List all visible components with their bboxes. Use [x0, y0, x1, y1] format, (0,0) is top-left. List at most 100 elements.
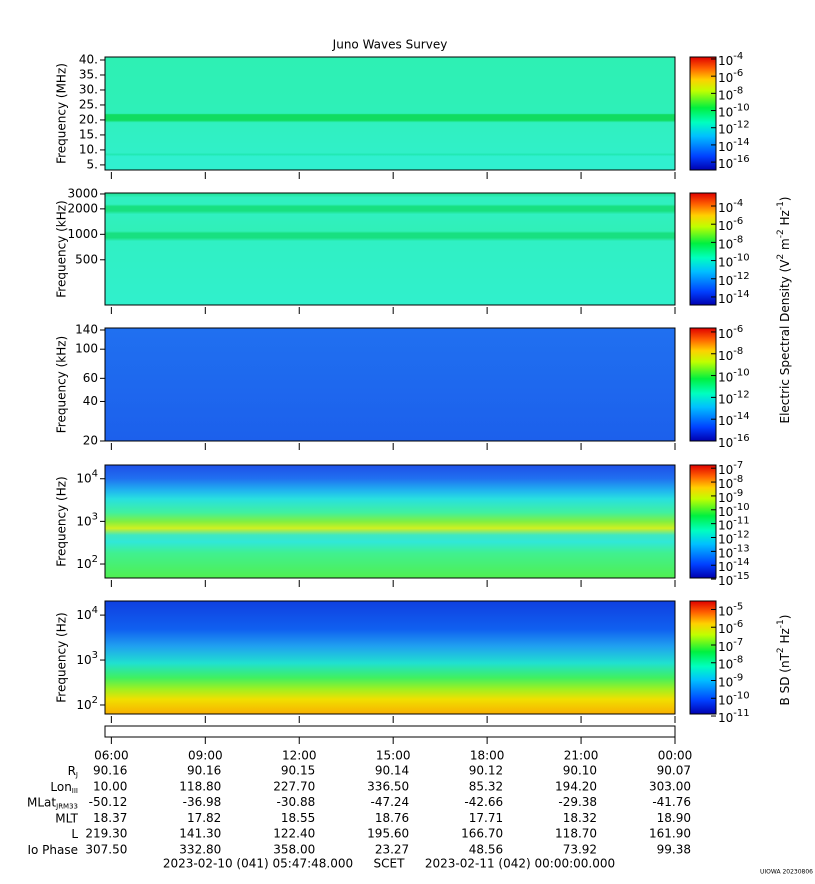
colorbar-tick-label-base: 10	[718, 105, 733, 119]
spectrogram	[105, 57, 675, 170]
colorbar-tick-label: 10-12	[718, 389, 750, 406]
colorbar-tick-label-exponent: -14	[733, 289, 749, 300]
y-tick-label: 104	[76, 605, 98, 622]
y-tick-label: 1000	[67, 227, 98, 241]
ephemeris-value: 17.82	[187, 811, 221, 825]
colorbar-tick-label-base: 10	[718, 560, 733, 574]
ephemeris-value: -36.98	[183, 795, 222, 809]
colorbar-tick-label-exponent: -16	[733, 433, 749, 444]
ephemeris-value: 166.70	[461, 827, 503, 841]
colorbar-tick-label-exponent: -10	[733, 690, 749, 701]
superscript: -2	[776, 229, 786, 238]
ephemeris-value: -50.12	[89, 795, 128, 809]
y-tick-label: 3000	[67, 186, 98, 200]
y-tick-label: 140	[75, 323, 98, 337]
x-tick-label: 06:00	[94, 749, 129, 763]
colorbar-tick-label: 10-4	[718, 198, 743, 215]
ephemeris-value: 194.20	[555, 779, 597, 793]
x-tick-label: 21:00	[564, 749, 599, 763]
colorbar-tick-label-base: 10	[718, 348, 733, 362]
colorbar-tick-label-exponent: -4	[733, 198, 743, 209]
ephemeris-label: Io Phase	[27, 843, 78, 857]
colorbar-tick-label-exponent: -5	[733, 601, 743, 612]
colorbar-tick-label-base: 10	[718, 463, 733, 477]
colorbar-tick-label-base: 10	[718, 675, 733, 689]
text: m	[778, 238, 792, 254]
y-tick-label: 10.	[79, 142, 98, 156]
ephemeris-label-base: Lon	[50, 779, 71, 793]
colorbar-tick-label-exponent: -10	[733, 502, 749, 513]
superscript: -1	[776, 201, 786, 210]
colorbar-tick-label-exponent: -9	[733, 673, 743, 684]
colorbar-tick-label-base: 10	[718, 546, 733, 560]
footer-axis: SCET	[374, 857, 406, 871]
colorbar-tick-label: 10-6	[718, 68, 743, 85]
y-tick-label: 20.	[79, 112, 98, 126]
colorbar-tick-label: 10-10	[718, 253, 750, 270]
ephemeris-value: 99.38	[657, 843, 691, 857]
colorbar-tick-label-base: 10	[718, 237, 733, 251]
y-tick-label: 500	[75, 252, 98, 266]
colorbar-tick-label: 10-10	[718, 690, 750, 707]
colorbar-tick-label-base: 10	[718, 693, 733, 707]
ephemeris-value: 122.40	[273, 827, 315, 841]
colorbar-tick-label: 10-4	[718, 51, 743, 67]
colorbar-tick-label-exponent: -4	[733, 51, 743, 62]
y-tick-label: 5.	[87, 157, 98, 171]
ephemeris-value: 18.55	[281, 811, 315, 825]
x-tick-label: 18:00	[470, 749, 505, 763]
text: B SD (nT	[778, 652, 792, 705]
colorbar-tick-label-base: 10	[718, 53, 733, 67]
colorbar-tick-label-base: 10	[718, 518, 733, 532]
colorbar-tick-label-base: 10	[718, 273, 733, 287]
y-tick-label-exponent: 4	[92, 469, 98, 480]
colorbar-tick-label: 10-6	[718, 619, 743, 636]
colorbar-tick-label: 10-8	[718, 346, 743, 363]
colorbar-tick-label-exponent: -8	[733, 655, 743, 666]
ephemeris-value: 303.00	[649, 779, 691, 793]
ephemeris-value: -42.66	[464, 795, 503, 809]
y-axis-label: Frequency (kHz)	[55, 336, 69, 433]
colorbar-tick-label: 10-13	[718, 543, 750, 560]
colorbar-tick-label: 10-12	[718, 271, 750, 288]
colorbar-tick-label: 10-14	[718, 557, 750, 574]
colorbar-tick-label-exponent: -14	[733, 137, 749, 148]
colorbar	[689, 464, 717, 579]
y-axis-label: Frequency (Hz)	[55, 612, 69, 703]
colorbar-tick-label-base: 10	[718, 436, 733, 450]
ephemeris-label-base: Io Phase	[27, 843, 78, 857]
ephemeris-value: 10.00	[93, 779, 127, 793]
ephemeris-label: L	[71, 827, 78, 841]
ephemeris-value: -41.76	[652, 795, 691, 809]
y-tick-label: 30.	[79, 82, 98, 96]
ephemeris-value: -29.38	[558, 795, 597, 809]
y-tick-label: 40.	[79, 52, 98, 66]
colorbar-tick-label: 10-11	[718, 516, 750, 533]
colorbar	[689, 600, 717, 715]
colorbar-tick-label: 10-16	[718, 154, 750, 171]
colorbar-tick-label-base: 10	[718, 255, 733, 269]
y-tick-label-exponent: 3	[92, 650, 98, 661]
colorbar-tick-label-base: 10	[718, 414, 733, 428]
colorbar-tick-label-exponent: -12	[733, 389, 749, 400]
colorbar-tick-label-base: 10	[718, 122, 733, 136]
ephemeris-value: 90.10	[563, 764, 597, 778]
superscript: 2	[776, 647, 786, 653]
y-tick-label-base: 10	[76, 514, 91, 528]
colorbar-tick-label-base: 10	[718, 657, 733, 671]
ephemeris-value: 118.80	[179, 779, 221, 793]
ephemeris-value: 358.00	[273, 843, 315, 857]
colorbar-tick-label: 10-10	[718, 368, 750, 385]
ephemeris-value: 18.32	[563, 811, 597, 825]
colorbar-tick-label-exponent: -8	[733, 85, 743, 96]
y-tick-label: 25.	[79, 97, 98, 111]
colorbar-tick-label: 10-14	[718, 289, 750, 306]
stamp: UIOWA 20230806	[760, 869, 813, 876]
text: Electric Spectral Density (V	[778, 259, 792, 424]
y-axis-label: Frequency (MHz)	[55, 63, 69, 164]
x-tick-label: 00:00	[658, 749, 693, 763]
ephemeris-value: 85.32	[469, 779, 503, 793]
colorbar-tick-label-base: 10	[718, 201, 733, 215]
y-tick-label: 60	[83, 371, 98, 385]
